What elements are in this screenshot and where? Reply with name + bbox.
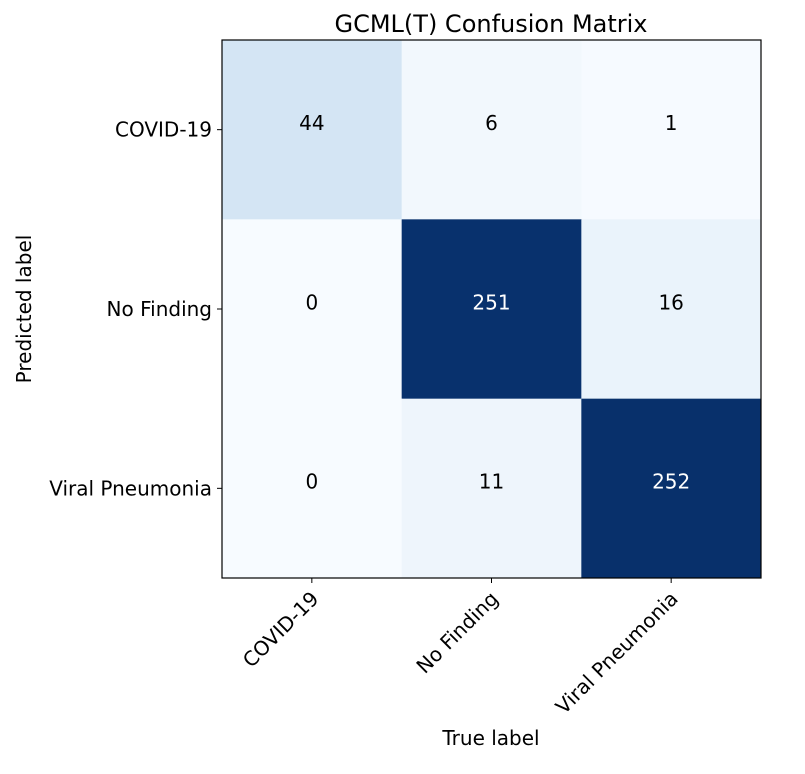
heatmap-cell-labels: 44 6 1 0 251 16 0 11 252 <box>299 111 690 494</box>
y-tick-label: No Finding <box>107 297 212 321</box>
cell-value-label: 44 <box>299 111 324 135</box>
heatmap-cell <box>222 219 403 400</box>
heatmap-cell <box>401 219 582 400</box>
x-tick-label: No Finding <box>411 587 503 679</box>
cell-value-label: 1 <box>665 111 678 135</box>
cell-value-label: 16 <box>658 290 683 314</box>
heatmap-cell <box>581 40 762 220</box>
y-axis-ticks: COVID-19 No Finding Viral Pneumonia <box>49 118 222 500</box>
cell-value-label: 251 <box>472 290 510 314</box>
x-axis-ticks: COVID-19 No Finding Viral Pneumonia <box>238 578 683 719</box>
heatmap-cell <box>401 40 582 220</box>
y-tick-label: COVID-19 <box>115 118 212 142</box>
heatmap-cell <box>222 40 403 220</box>
x-tick-label: Viral Pneumonia <box>551 587 683 719</box>
plot-frame <box>221 39 762 579</box>
cell-value-label: 0 <box>305 470 318 494</box>
heatmap-cells <box>222 40 762 579</box>
y-tick-label: Viral Pneumonia <box>49 476 212 500</box>
x-tick-label: COVID-19 <box>238 587 324 673</box>
heatmap-cell <box>581 398 762 579</box>
heatmap-cell <box>222 398 403 579</box>
heatmap-cell <box>581 219 762 400</box>
chart-title: GCML(T) Confusion Matrix <box>334 10 647 38</box>
heatmap-cell <box>401 398 582 579</box>
cell-value-label: 0 <box>305 290 318 314</box>
cell-value-label: 6 <box>485 111 498 135</box>
cell-value-label: 252 <box>652 470 690 494</box>
y-axis-label: Predicted label <box>12 235 36 384</box>
cell-value-label: 11 <box>479 470 504 494</box>
x-axis-label: True label <box>441 726 539 750</box>
